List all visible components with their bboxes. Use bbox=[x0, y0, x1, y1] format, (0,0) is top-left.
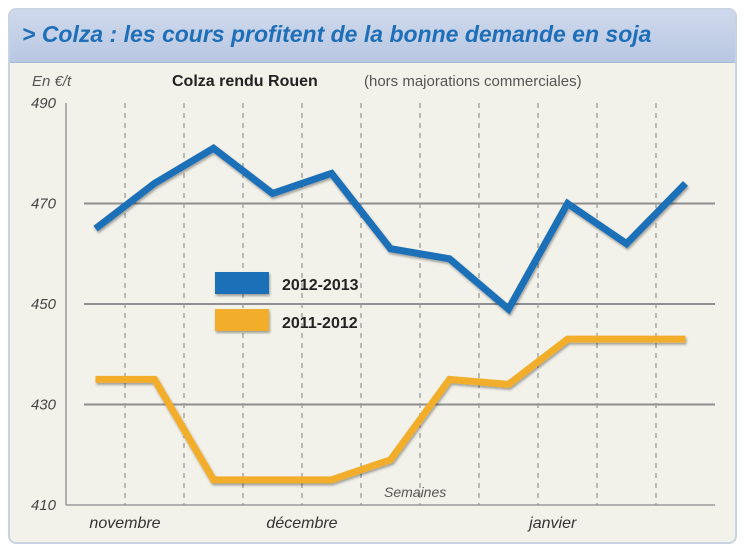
series-layer bbox=[93, 144, 689, 484]
legend-label-2012-2013: 2012-2013 bbox=[282, 277, 359, 294]
legend-swatch-2012-2013 bbox=[215, 272, 269, 294]
y-tick-label: 470 bbox=[31, 196, 57, 213]
legend: 2012-2013 2011-2012 bbox=[215, 272, 359, 332]
vertical-grid bbox=[124, 103, 657, 505]
y-tick-label: 490 bbox=[31, 95, 57, 112]
y-tick-label: 410 bbox=[31, 497, 57, 514]
x-axis-ticks: novembre décembre janvier bbox=[89, 515, 577, 532]
banner-title: > Colza : les cours profitent de la bonn… bbox=[22, 21, 652, 47]
chart-frame: > Colza : les cours profitent de la bonn… bbox=[8, 8, 737, 544]
banner: > Colza : les cours profitent de la bonn… bbox=[10, 10, 735, 63]
chart-title: Colza rendu Rouen bbox=[172, 73, 318, 90]
y-tick-label: 430 bbox=[31, 397, 57, 414]
unit-label: En €/t bbox=[32, 73, 72, 90]
x-tick-label: janvier bbox=[527, 515, 577, 532]
x-axis-label: Semaines bbox=[384, 484, 446, 500]
x-tick-label: novembre bbox=[89, 515, 160, 532]
series-line-2011-2012 bbox=[95, 335, 686, 484]
chart-subtitle: (hors majorations commerciales) bbox=[364, 73, 582, 90]
y-axis-ticks: 410 430 450 470 490 bbox=[31, 95, 57, 514]
x-tick-label: décembre bbox=[266, 515, 337, 532]
horizontal-grid bbox=[65, 103, 715, 506]
y-tick-label: 450 bbox=[31, 296, 57, 313]
legend-label-2011-2012: 2011-2012 bbox=[282, 315, 358, 332]
legend-swatch-2011-2012 bbox=[215, 309, 269, 331]
